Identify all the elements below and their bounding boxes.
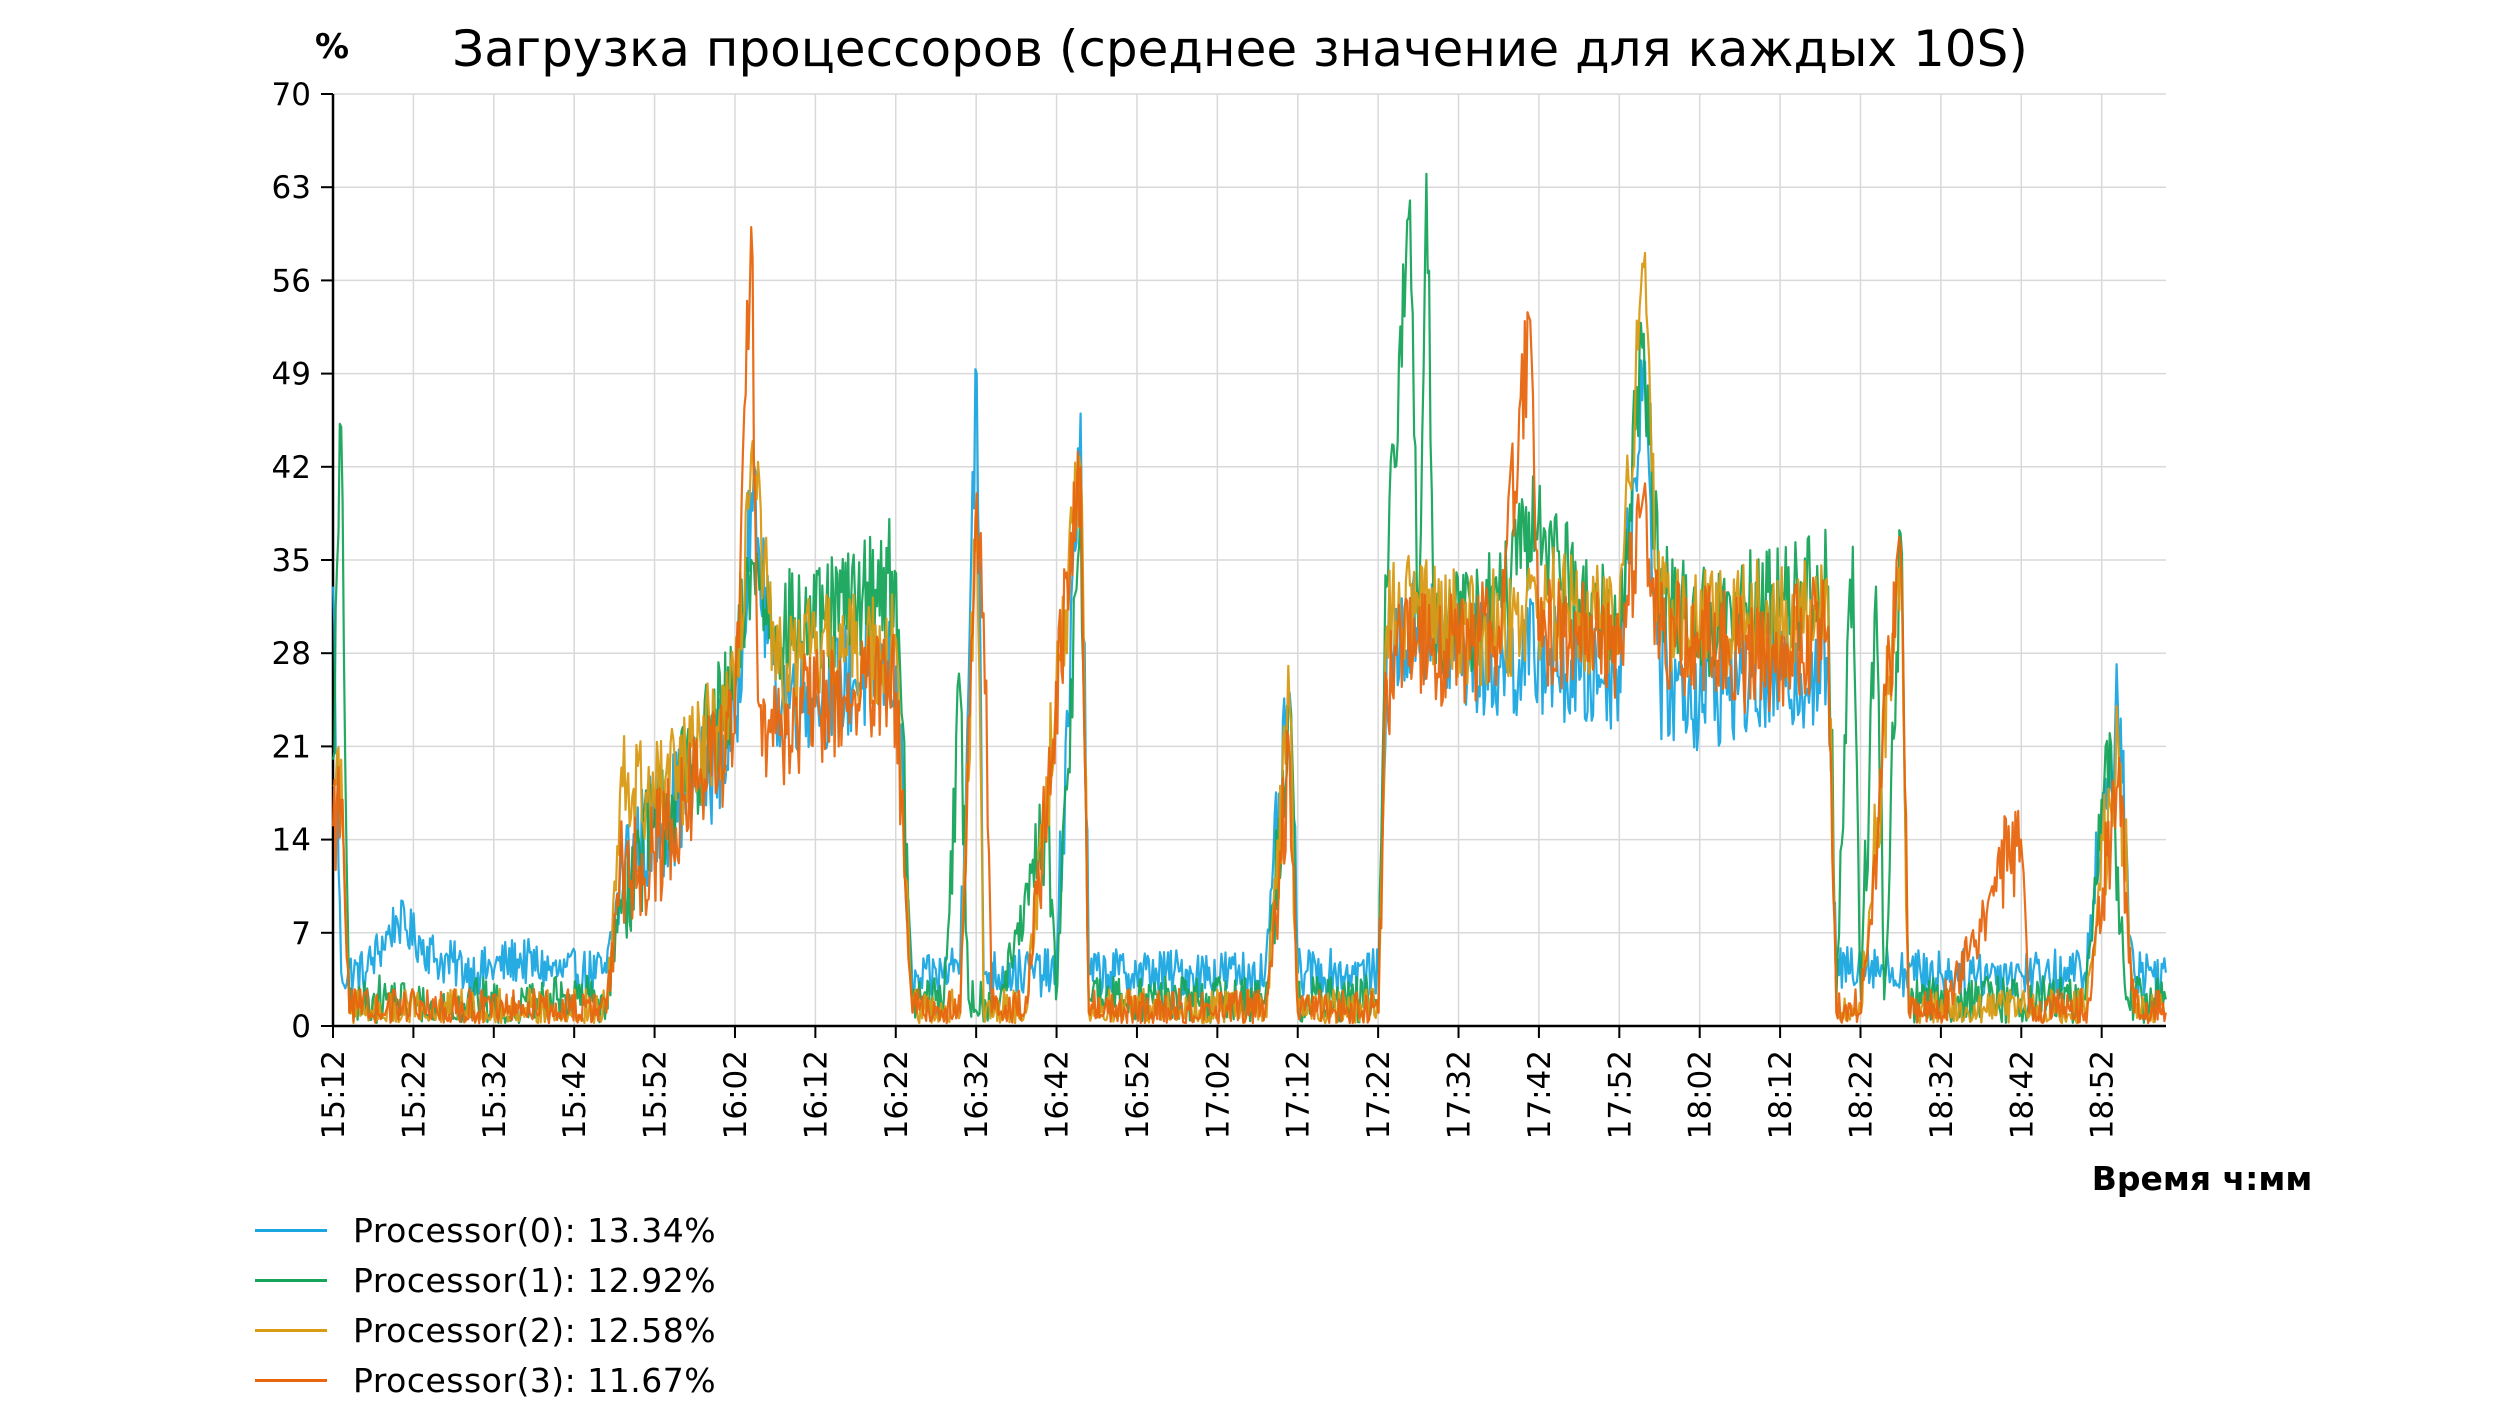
legend-swatch bbox=[255, 1228, 327, 1232]
y-axis-label: % bbox=[315, 27, 349, 67]
axis-layer: 0 7 14 21 28 35 42 49 56 63 70 15:12 15:22 15:32 15:42… bbox=[272, 77, 2166, 1139]
legend-label: Processor(1): 12.92% bbox=[353, 1260, 717, 1300]
series-line-processor-1 bbox=[331, 172, 2167, 1024]
x-tick-label: 17:52 bbox=[1602, 1050, 1638, 1139]
legend: Processor(0): 13.34% Processor(1): 12.92%… bbox=[255, 1205, 716, 1405]
legend-item: Processor(2): 12.58% bbox=[255, 1305, 716, 1355]
legend-item: Processor(0): 13.34% bbox=[255, 1205, 716, 1255]
x-tick-label: 17:32 bbox=[1442, 1050, 1478, 1139]
y-tick-label: 28 bbox=[272, 636, 311, 672]
y-tick-label: 42 bbox=[272, 450, 311, 486]
y-tick-label: 49 bbox=[272, 357, 311, 393]
legend-swatch bbox=[255, 1378, 327, 1382]
x-tick-label: 18:12 bbox=[1763, 1050, 1799, 1139]
legend-label: Processor(2): 12.58% bbox=[353, 1310, 717, 1350]
x-axis-label: Время ч:мм bbox=[2092, 1159, 2313, 1198]
grid-layer bbox=[332, 93, 2166, 1027]
legend-item: Processor(3): 11.67% bbox=[255, 1355, 716, 1405]
x-tick-label: 16:52 bbox=[1120, 1050, 1156, 1139]
series-layer bbox=[331, 172, 2167, 1025]
x-tick-label: 18:32 bbox=[1924, 1050, 1960, 1139]
legend-item: Processor(1): 12.92% bbox=[255, 1255, 716, 1305]
legend-label: Processor(0): 13.34% bbox=[353, 1210, 717, 1250]
y-tick-label: 7 bbox=[291, 916, 311, 952]
x-tick-label: 15:22 bbox=[396, 1050, 432, 1139]
y-tick-label: 21 bbox=[272, 729, 311, 765]
x-tick-label: 16:42 bbox=[1040, 1050, 1076, 1139]
x-tick-label: 17:42 bbox=[1522, 1050, 1558, 1139]
y-tick-label: 0 bbox=[291, 1009, 311, 1045]
legend-label: Processor(3): 11.67% bbox=[353, 1360, 717, 1400]
y-tick-label: 56 bbox=[272, 263, 311, 299]
y-tick-label: 63 bbox=[272, 170, 311, 206]
y-tick-label: 70 bbox=[272, 77, 311, 113]
x-tick-label: 18:52 bbox=[2085, 1050, 2121, 1139]
series-line-processor-2 bbox=[332, 251, 2167, 1025]
y-tick-label: 14 bbox=[272, 823, 311, 859]
x-tick-label: 18:02 bbox=[1683, 1050, 1719, 1139]
legend-swatch bbox=[255, 1278, 327, 1282]
x-tick-label: 18:42 bbox=[2004, 1050, 2040, 1139]
legend-swatch bbox=[255, 1328, 327, 1332]
x-tick-label: 18:22 bbox=[1844, 1050, 1880, 1139]
chart-title: Загрузка процессоров (среднее значение д… bbox=[452, 20, 2028, 78]
x-tick-label: 16:12 bbox=[798, 1050, 834, 1139]
series-line-processor-3 bbox=[331, 226, 2167, 1025]
x-tick-label: 16:22 bbox=[879, 1050, 915, 1139]
x-tick-label: 17:22 bbox=[1361, 1050, 1397, 1139]
x-tick-label: 15:12 bbox=[316, 1050, 352, 1139]
x-tick-label: 16:02 bbox=[718, 1050, 754, 1139]
y-tick-label: 35 bbox=[272, 543, 311, 579]
x-tick-label: 15:32 bbox=[477, 1050, 513, 1139]
x-tick-label: 17:02 bbox=[1200, 1050, 1236, 1139]
x-tick-label: 15:42 bbox=[557, 1050, 593, 1139]
x-tick-label: 17:12 bbox=[1281, 1050, 1317, 1139]
x-tick-label: 16:32 bbox=[959, 1050, 995, 1139]
x-tick-label: 15:52 bbox=[638, 1050, 674, 1139]
